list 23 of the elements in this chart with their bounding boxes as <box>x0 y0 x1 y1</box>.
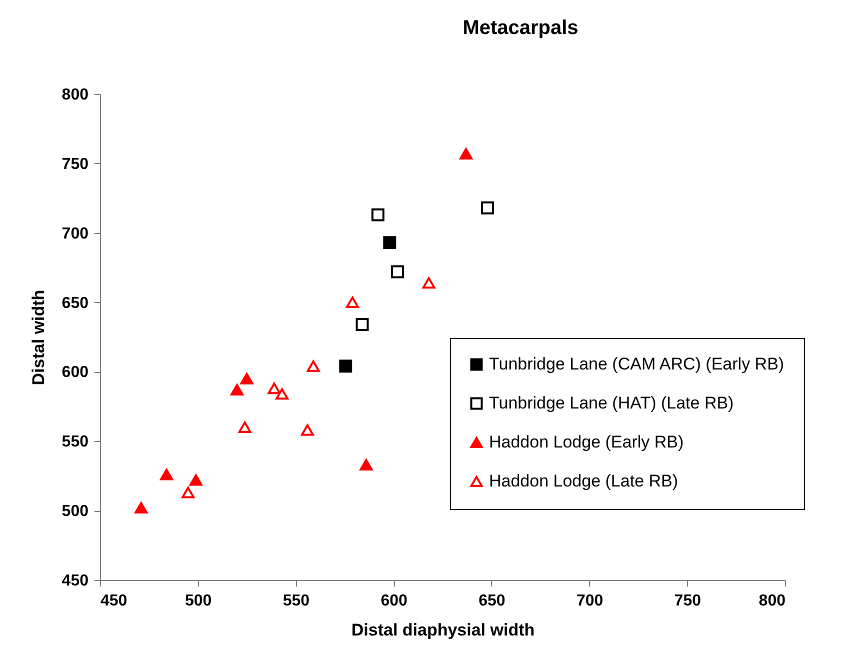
x-tick-label: 800 <box>758 592 786 610</box>
y-tick-label: 700 <box>62 225 89 242</box>
x-tick-label: 450 <box>100 592 128 610</box>
x-tick-label: 500 <box>185 592 212 610</box>
y-tick-label: 600 <box>62 364 89 382</box>
x-axis-title: Distal diaphysial width <box>351 620 535 640</box>
legend-label: Haddon Lodge (Late RB) <box>489 472 678 490</box>
x-tick-label: 550 <box>282 592 310 610</box>
y-tick-label: 500 <box>62 503 89 520</box>
legend-label: Tunbridge Lane (HAT) (Late RB) <box>489 394 734 412</box>
x-tick-label: 650 <box>478 592 506 610</box>
chart-title: Metacarpals <box>462 17 578 39</box>
y-axis-title: Distal width <box>28 290 48 386</box>
legend-label: Tunbridge Lane (CAM ARC) (Early RB) <box>489 354 784 374</box>
y-tick-label: 450 <box>62 572 89 590</box>
y-tick-label: 550 <box>62 434 89 451</box>
x-tick-label: 600 <box>380 592 408 610</box>
x-tick-label: 750 <box>674 592 702 610</box>
y-tick-label: 750 <box>62 156 89 173</box>
y-tick-label: 650 <box>62 294 89 312</box>
y-tick-label: 800 <box>62 86 89 104</box>
x-tick-label: 700 <box>576 592 604 610</box>
legend-label: Haddon Lodge (Early RB) <box>489 432 684 452</box>
